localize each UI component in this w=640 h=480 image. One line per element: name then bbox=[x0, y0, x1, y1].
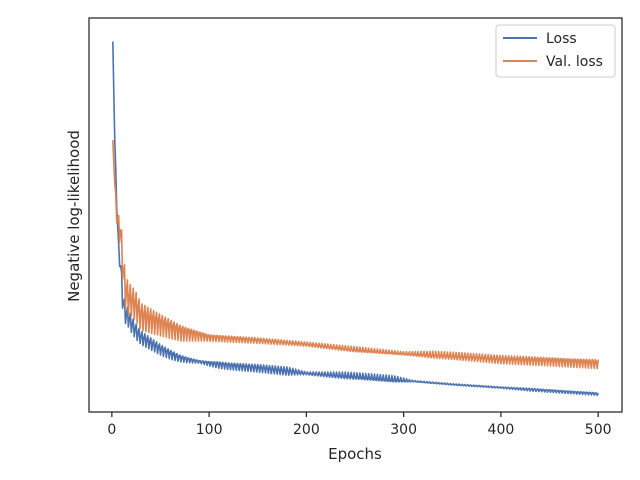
series-line-loss bbox=[112, 41, 599, 397]
x-tick-label: 400 bbox=[488, 422, 515, 438]
legend-label-loss: Loss bbox=[546, 31, 577, 47]
x-tick-label: 500 bbox=[585, 422, 612, 438]
x-tick-label: 300 bbox=[390, 422, 417, 438]
legend: Loss Val. loss bbox=[495, 24, 616, 78]
legend-label-val-loss: Val. loss bbox=[546, 54, 603, 70]
series-line-val-loss bbox=[112, 140, 599, 370]
x-tick-label: 100 bbox=[196, 422, 223, 438]
x-axis-label: Epochs bbox=[328, 445, 382, 463]
plot-frame bbox=[88, 17, 623, 413]
plot-lines bbox=[112, 41, 599, 397]
y-axis-label: Negative log-likelihood bbox=[65, 130, 83, 302]
x-tick-label: 200 bbox=[293, 422, 320, 438]
x-axis-ticks: 0 100 200 300 400 500 bbox=[107, 412, 612, 438]
x-tick-label: 0 bbox=[107, 422, 116, 438]
